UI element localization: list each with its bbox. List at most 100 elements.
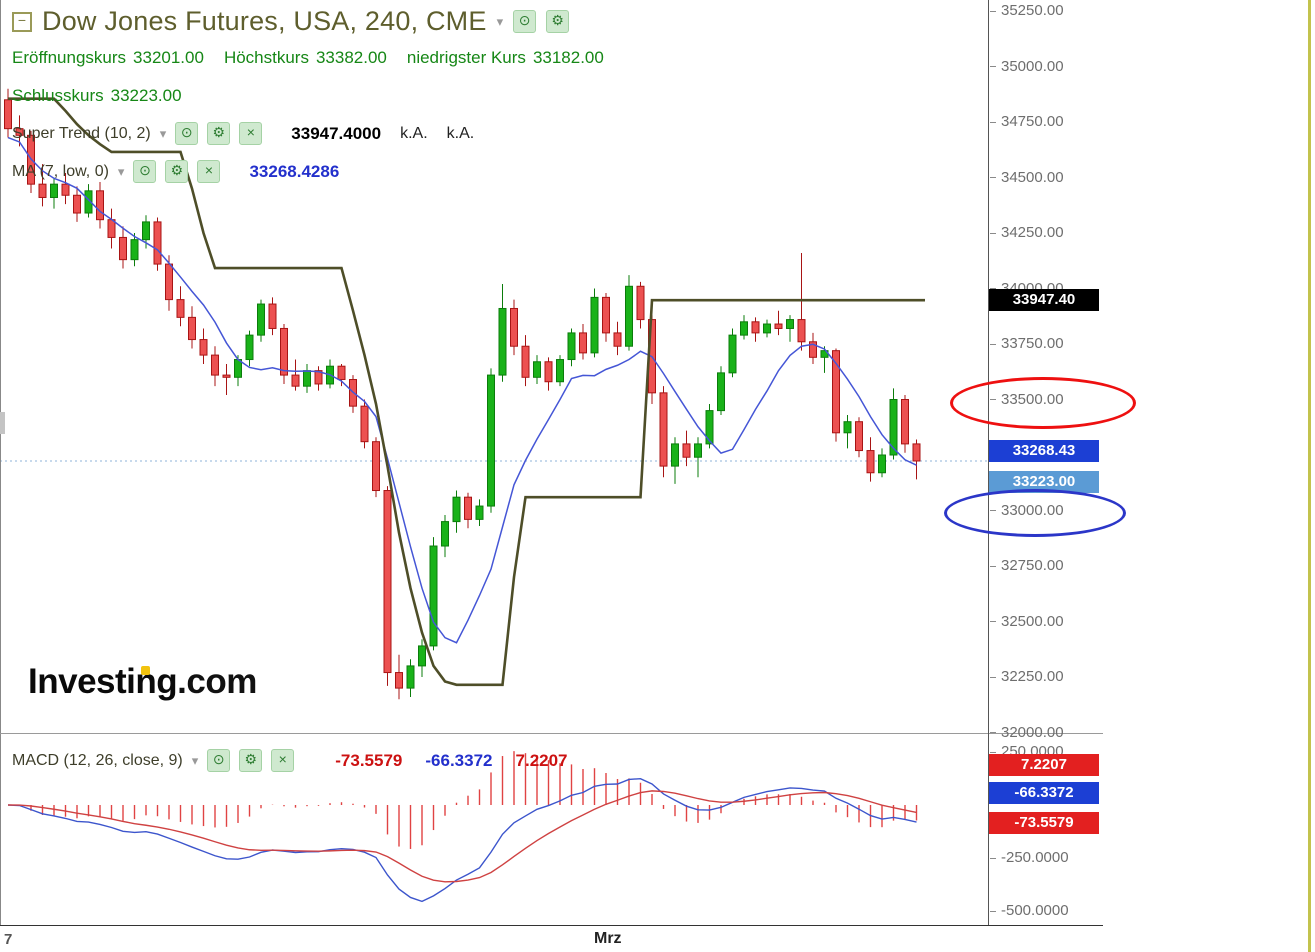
macd-tick-dash bbox=[990, 910, 996, 912]
price-tick-dash bbox=[990, 10, 996, 12]
macd-name: MACD (12, 26, close, 9) bbox=[12, 751, 183, 769]
logo-suffix: .com bbox=[177, 662, 257, 701]
chevron-down-icon[interactable]: ▾ bbox=[159, 125, 167, 141]
chevron-down-icon[interactable]: ▾ bbox=[117, 163, 125, 179]
open-value: 33201.00 bbox=[133, 48, 204, 67]
supertrend-na2: k.A. bbox=[446, 124, 475, 142]
macd-hist-value: 7.2207 bbox=[515, 750, 568, 770]
scroll-handle[interactable] bbox=[0, 412, 5, 434]
price-tick-label: 35000.00 bbox=[1001, 57, 1064, 75]
visibility-icon[interactable]: ⊙ bbox=[513, 10, 537, 33]
price-tick-dash bbox=[990, 232, 996, 234]
visibility-icon[interactable]: ⊙ bbox=[133, 160, 157, 183]
chart-header: − Dow Jones Futures, USA, 240, CME ▾ ⊙ ⚙ bbox=[12, 6, 570, 37]
settings-icon[interactable]: ⚙ bbox=[239, 749, 263, 772]
price-tick-label: 32750.00 bbox=[1001, 557, 1064, 574]
settings-icon[interactable]: ⚙ bbox=[546, 10, 570, 33]
ma-value: 33268.4286 bbox=[249, 161, 340, 181]
page-edge-line bbox=[1308, 0, 1311, 952]
chevron-down-icon[interactable]: ▾ bbox=[191, 752, 199, 768]
macd-line bbox=[7, 777, 917, 903]
visibility-icon[interactable]: ⊙ bbox=[207, 749, 231, 772]
high-price: Höchstkurs 33382.00 bbox=[224, 48, 387, 68]
ma-row: MA (7, low, 0) ▾ ⊙ ⚙ × 33268.4286 bbox=[12, 160, 339, 183]
left-border bbox=[0, 0, 1, 952]
panel-divider[interactable] bbox=[0, 733, 1103, 734]
macd-tick-label: -250.0000 bbox=[1001, 849, 1069, 866]
macd-tick-label: -500.0000 bbox=[1001, 902, 1069, 919]
close-price: Schlusskurs 33223.00 bbox=[12, 86, 182, 106]
price-tick-label: 34750.00 bbox=[1001, 113, 1064, 130]
supertrend-row: Super Trend (10, 2) ▾ ⊙ ⚙ × 33947.4000 k… bbox=[12, 122, 474, 145]
close-icon[interactable]: × bbox=[239, 122, 263, 145]
macd-hist-axis-label: 7.2207 bbox=[989, 754, 1099, 776]
high-value: 33382.00 bbox=[315, 48, 387, 67]
price-tick-dash bbox=[990, 732, 996, 733]
price-tick-dash bbox=[990, 288, 996, 289]
chevron-down-icon[interactable]: ▾ bbox=[496, 13, 504, 29]
price-tick-label: 34500.00 bbox=[1001, 168, 1064, 186]
price-tick-dash bbox=[990, 676, 996, 678]
close-label: Schlusskurs bbox=[12, 86, 104, 105]
macd-row: MACD (12, 26, close, 9) ▾ ⊙ ⚙ × -73.5579… bbox=[12, 749, 568, 772]
chart-title: Dow Jones Futures, USA, 240, CME bbox=[42, 6, 487, 36]
close-icon[interactable]: × bbox=[271, 749, 295, 772]
macd-line-value: -66.3372 bbox=[425, 750, 493, 770]
supertrend-line bbox=[8, 97, 925, 687]
time-axis[interactable]: 7 Mrz bbox=[0, 925, 1103, 952]
blue-circle-annotation bbox=[944, 489, 1126, 537]
high-label: Höchstkurs bbox=[223, 48, 309, 67]
macd-histogram bbox=[18, 751, 918, 849]
price-tick-dash bbox=[990, 343, 996, 345]
visibility-icon[interactable]: ⊙ bbox=[175, 122, 199, 145]
time-tick-left: 7 bbox=[4, 931, 13, 948]
time-tick-month: Mrz bbox=[594, 930, 622, 947]
price-tick-dash bbox=[990, 121, 996, 123]
ma-line bbox=[7, 136, 917, 644]
minimize-chart-button[interactable]: − bbox=[12, 11, 32, 32]
settings-icon[interactable]: ⚙ bbox=[207, 122, 231, 145]
candles-layer bbox=[4, 88, 921, 700]
ma-name: MA (7, low, 0) bbox=[12, 162, 109, 180]
close-row: Schlusskurs 33223.00 bbox=[12, 86, 202, 106]
macd-signal-axis-label: -73.5579 bbox=[989, 812, 1099, 834]
macd-tick-dash bbox=[990, 751, 996, 753]
macd-line-axis-label: -66.3372 bbox=[989, 782, 1099, 804]
low-label: niedrigster Kurs bbox=[406, 48, 526, 67]
macd-chart-canvas[interactable] bbox=[0, 734, 988, 925]
macd-signal-line bbox=[7, 790, 917, 883]
low-price: niedrigster Kurs 33182.00 bbox=[407, 48, 604, 68]
supertrend-price-label: 33947.40 bbox=[989, 289, 1099, 311]
macd-signal-value: -73.5579 bbox=[335, 750, 403, 770]
logo-main: Investing bbox=[28, 662, 178, 701]
settings-icon[interactable]: ⚙ bbox=[165, 160, 189, 183]
last-price-label: 33223.00 bbox=[989, 471, 1099, 493]
close-icon[interactable]: × bbox=[197, 160, 221, 183]
price-tick-label: 32000.00 bbox=[1001, 723, 1064, 741]
price-tick-label: 34250.00 bbox=[1001, 224, 1064, 241]
investing-logo: Investing.com bbox=[28, 662, 257, 702]
price-tick-dash bbox=[990, 621, 996, 622]
ma-price-label: 33268.43 bbox=[989, 440, 1099, 462]
price-axis[interactable]: -500.0000 -250.0000 250.0000 32000.00 32250.… bbox=[988, 0, 1115, 952]
macd-tick-dash bbox=[990, 857, 996, 859]
axis-separator bbox=[988, 0, 989, 952]
logo-yellow-dot-icon bbox=[141, 666, 150, 675]
price-tick-dash bbox=[990, 177, 996, 178]
close-value: 33223.00 bbox=[110, 86, 182, 105]
red-circle-annotation bbox=[950, 377, 1136, 429]
supertrend-value: 33947.4000 bbox=[291, 123, 382, 143]
supertrend-name: Super Trend (10, 2) bbox=[12, 124, 151, 142]
price-tick-dash bbox=[990, 66, 996, 67]
ohlc-row: Eröffnungskurs 33201.00 Höchstkurs 33382.0… bbox=[12, 48, 624, 68]
price-chart-canvas[interactable] bbox=[0, 0, 988, 733]
open-label: Eröffnungskurs bbox=[12, 48, 127, 67]
price-tick-label: 33750.00 bbox=[1001, 335, 1064, 352]
price-tick-dash bbox=[990, 565, 996, 567]
price-tick-label: 32250.00 bbox=[1001, 668, 1064, 685]
supertrend-na1: k.A. bbox=[400, 124, 428, 142]
low-value: 33182.00 bbox=[532, 48, 604, 67]
price-tick-label: 32500.00 bbox=[1001, 612, 1064, 630]
open-price: Eröffnungskurs 33201.00 bbox=[12, 48, 204, 68]
